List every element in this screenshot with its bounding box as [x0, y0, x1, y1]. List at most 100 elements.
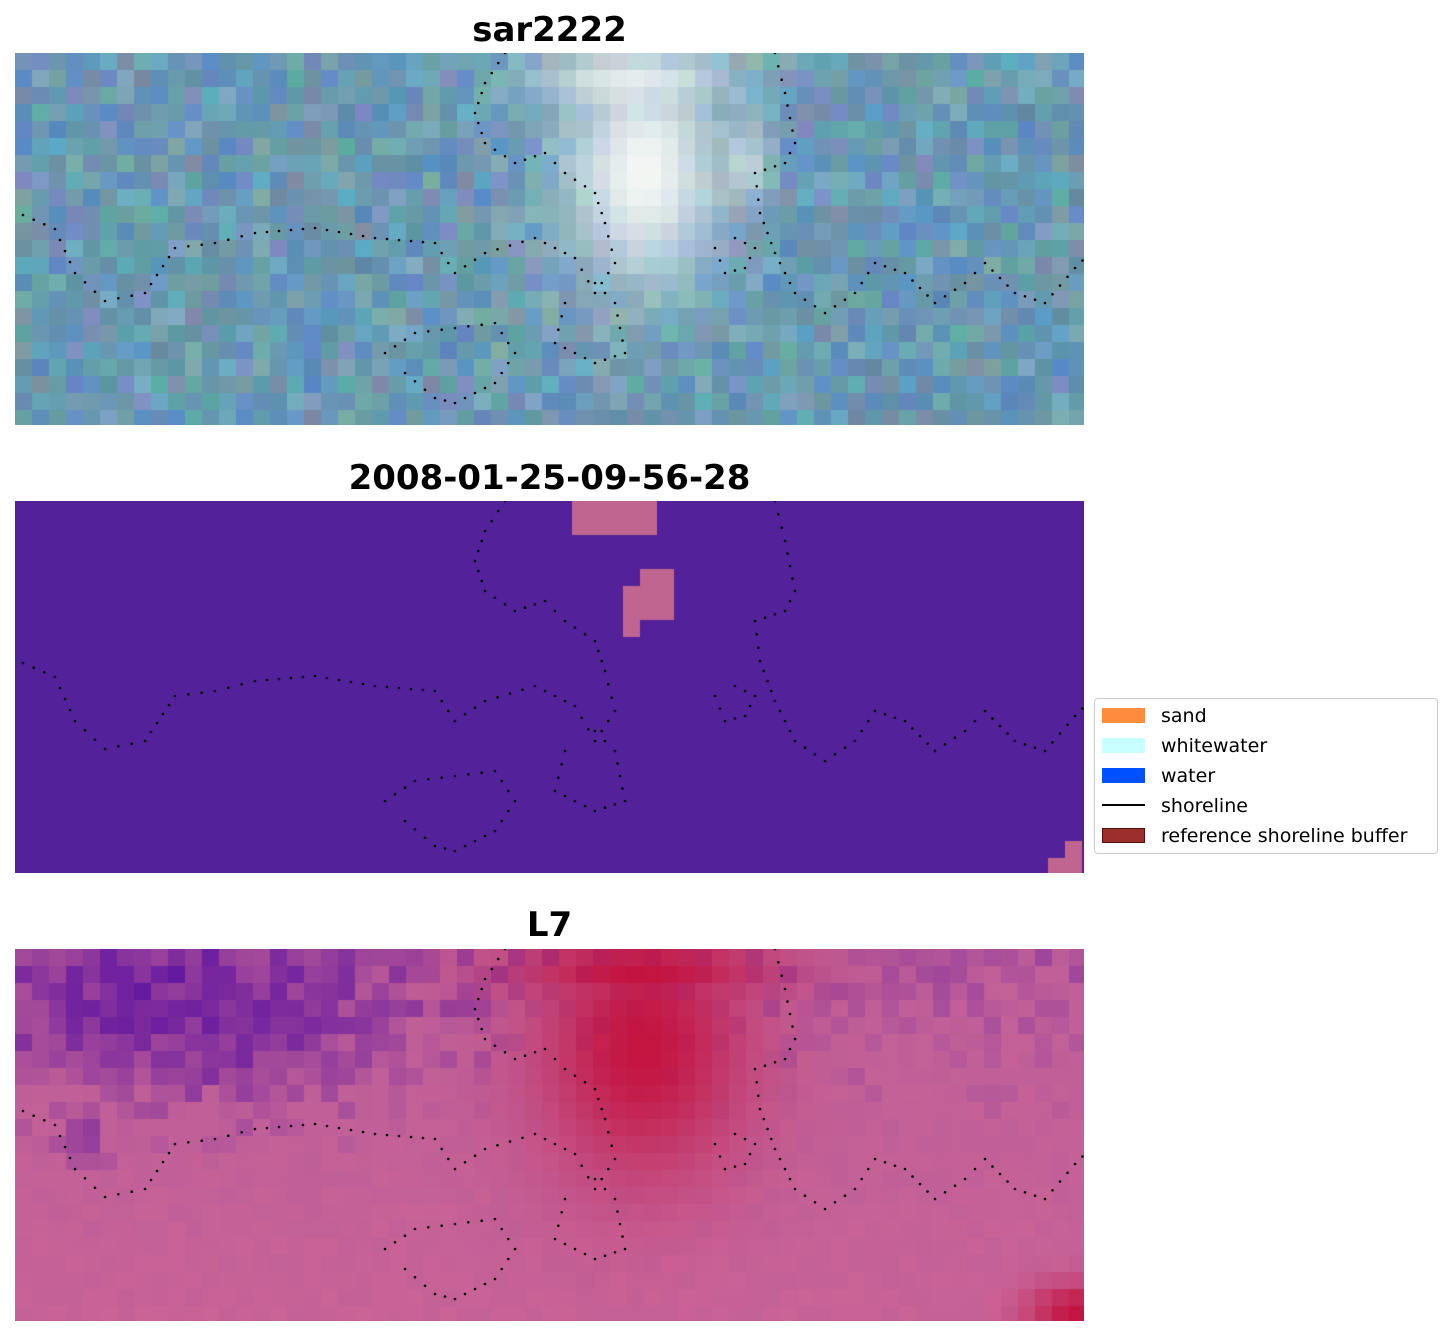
shoreline-point	[1058, 284, 1062, 287]
shoreline-point	[762, 669, 766, 673]
shoreline-point	[53, 227, 57, 231]
shoreline-point	[603, 806, 607, 809]
shoreline-point	[803, 1194, 807, 1197]
shoreline-point	[477, 101, 480, 105]
shoreline-point	[473, 258, 477, 261]
shoreline-point	[783, 987, 787, 991]
shoreline-point	[783, 1057, 787, 1061]
shoreline-point	[803, 298, 807, 301]
shoreline-point	[597, 649, 600, 653]
shoreline-point	[573, 626, 577, 629]
shoreline-point	[755, 633, 758, 636]
shoreline-point	[718, 707, 722, 710]
shoreline-point	[427, 1226, 430, 1229]
shoreline-point	[63, 249, 67, 253]
shoreline-point	[443, 847, 447, 850]
shoreline-point	[167, 255, 171, 259]
shoreline-point	[463, 713, 467, 716]
shoreline-point	[1023, 295, 1027, 298]
shoreline-point	[427, 330, 430, 333]
shoreline-point	[500, 819, 504, 823]
shoreline-point	[325, 228, 329, 232]
shoreline-point	[503, 1051, 507, 1054]
shoreline-point	[753, 619, 757, 623]
shoreline-point	[337, 230, 341, 234]
shoreline-point	[583, 1081, 587, 1084]
shoreline-point	[593, 639, 597, 643]
shoreline-point	[53, 1123, 57, 1127]
shoreline-point	[21, 213, 25, 217]
shoreline-point	[783, 1167, 787, 1171]
shoreline-overlay	[21, 53, 1084, 405]
shoreline-point	[823, 311, 827, 315]
shoreline-point	[167, 1151, 171, 1155]
water-swatch	[1102, 768, 1145, 783]
shoreline-point	[867, 719, 870, 723]
shoreline-point	[483, 386, 487, 390]
shoreline-point	[433, 689, 437, 693]
index-image	[15, 949, 1084, 1321]
shoreline-point	[780, 974, 783, 977]
shoreline-point	[780, 78, 783, 81]
shoreline-point	[613, 261, 617, 265]
shoreline-point	[21, 1109, 25, 1113]
shoreline-point	[83, 729, 87, 732]
shoreline-point	[788, 281, 792, 285]
shoreline-point	[289, 228, 293, 232]
shoreline-point	[503, 53, 507, 55]
shoreline-point	[58, 238, 62, 242]
shoreline-point	[833, 1201, 837, 1204]
index-image-panel	[15, 949, 1084, 1321]
shoreline-point	[301, 1123, 305, 1127]
rgb-image-panel	[15, 53, 1084, 425]
shoreline-point	[508, 1140, 512, 1143]
shoreline-point	[613, 1197, 617, 1201]
legend-item-water: water	[1102, 764, 1432, 788]
shoreline-point	[553, 694, 557, 698]
shoreline-point	[473, 1154, 477, 1157]
shoreline-point	[743, 1137, 747, 1141]
shoreline-point	[762, 1117, 766, 1121]
shoreline-point	[766, 679, 769, 683]
shoreline-point	[903, 719, 907, 723]
shoreline-point	[440, 251, 444, 255]
shoreline-point	[533, 155, 537, 158]
shoreline-point	[337, 678, 341, 682]
shoreline-point	[573, 1152, 577, 1156]
shoreline-point	[600, 281, 603, 285]
shoreline-point	[770, 1137, 773, 1141]
shoreline-point	[607, 271, 610, 275]
shoreline-point	[553, 246, 557, 250]
shoreline-point	[813, 1201, 817, 1204]
shoreline-point	[43, 1119, 46, 1122]
shoreline-point	[155, 273, 159, 277]
shoreline-point	[777, 961, 780, 964]
shoreline-point	[483, 699, 487, 703]
shoreline-point	[253, 1127, 257, 1131]
shoreline-point	[758, 211, 762, 215]
shoreline-point	[1081, 259, 1084, 262]
shoreline-point	[507, 361, 510, 365]
shoreline-point	[155, 1169, 159, 1173]
shoreline-point	[187, 693, 190, 696]
shoreline-point	[413, 828, 417, 831]
shoreline-point	[803, 746, 807, 749]
shoreline-point	[755, 185, 758, 188]
shoreline-point	[963, 281, 967, 285]
shoreline-point	[507, 809, 510, 813]
shoreline-point	[911, 1175, 914, 1178]
shoreline-point	[1013, 739, 1017, 743]
shoreline-point	[553, 1142, 557, 1146]
shoreline-point	[161, 264, 165, 268]
shoreline-point	[483, 1282, 487, 1286]
shoreline-point	[773, 699, 777, 703]
shoreline-point	[583, 185, 587, 188]
shoreline-point	[1023, 743, 1027, 746]
shoreline-point	[385, 685, 389, 689]
shoreline-point	[313, 1122, 317, 1126]
shoreline-point	[433, 1292, 437, 1296]
shoreline-point	[200, 691, 203, 694]
shoreline-point	[793, 589, 797, 593]
shoreline-point	[943, 1191, 947, 1194]
shoreline-point	[593, 1257, 597, 1261]
